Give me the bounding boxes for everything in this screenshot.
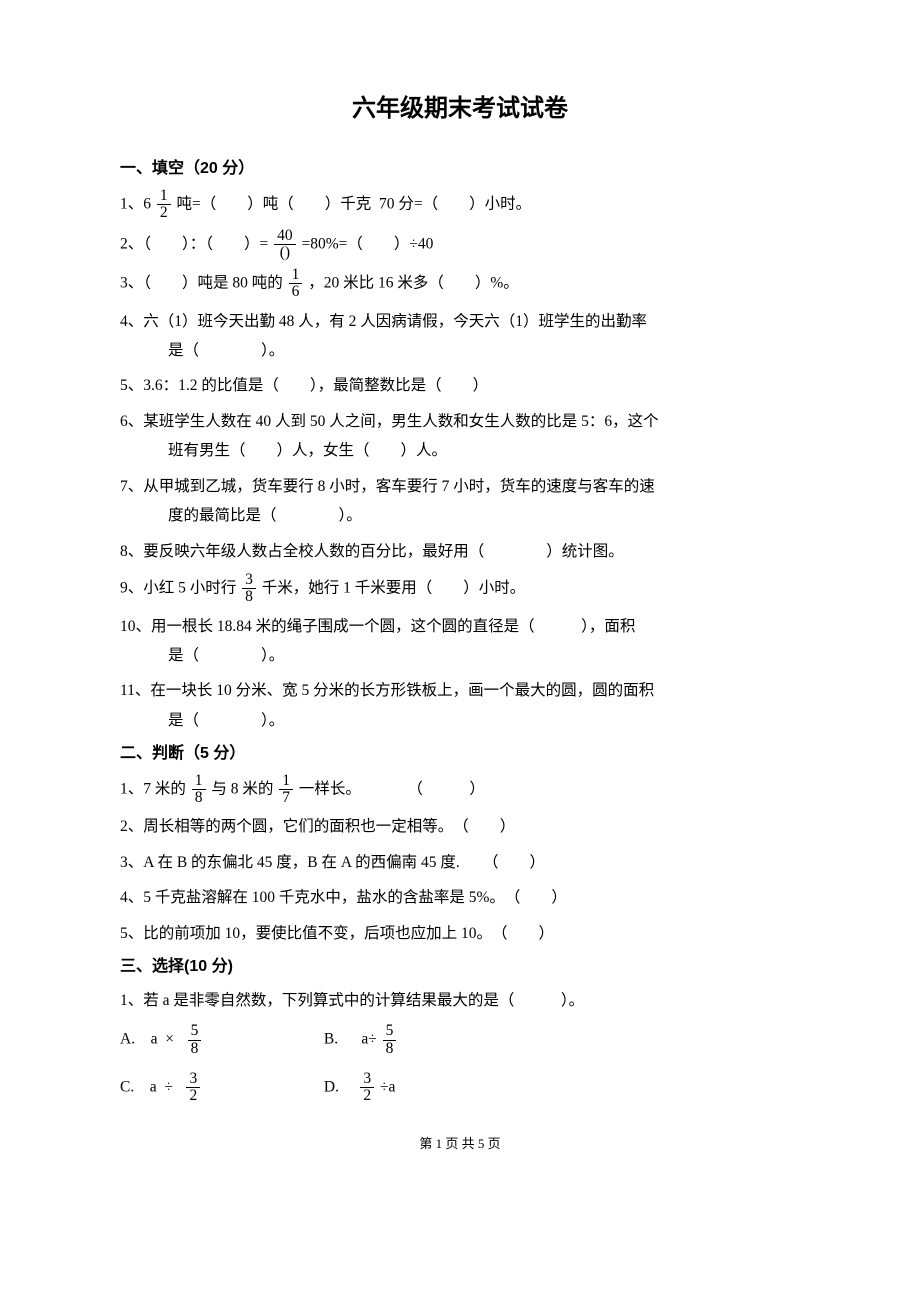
fraction-denominator: 2 (186, 1087, 200, 1104)
q-text: 一样长。 （ ） (299, 780, 485, 797)
fill-q5: 5、3.6：1.2 的比值是（ ），最简整数比是（ ） (120, 371, 800, 400)
q-text: 2、（ ）：（ ）= (120, 235, 268, 252)
footer-mid: 页 共 (442, 1136, 478, 1151)
fraction-denominator: 2 (157, 204, 171, 221)
fraction-numerator: 5 (188, 1023, 202, 1039)
fill-q6: 6、某班学生人数在 40 人到 50 人之间，男生人数和女生人数的比是 5：6，… (120, 407, 800, 466)
fraction: 3 8 (242, 572, 256, 606)
fraction-numerator: 3 (242, 572, 256, 588)
q-text-indent: 是（ ）。 (120, 336, 800, 365)
fraction: 5 8 (383, 1023, 397, 1057)
option-prefix: C. a ÷ (120, 1078, 181, 1095)
fraction: 5 8 (188, 1023, 202, 1057)
q-text: 9、小红 5 小时行 (120, 579, 236, 596)
page-title: 六年级期末考试试卷 (120, 90, 800, 128)
choice-options-row1: A. a × 5 8 B. a÷ 5 8 (120, 1023, 800, 1057)
choice-q1: 1、若 a 是非零自然数，下列算式中的计算结果最大的是（ ）。 (120, 986, 800, 1015)
fill-q1: 1、6 1 2 吨=（ ）吨（ ）千克 70 分=（ ）小时。 (120, 188, 800, 222)
option-prefix: A. a × (120, 1031, 182, 1048)
q-text: 千米，她行 1 千米要用（ ）小时。 (262, 579, 526, 596)
fraction: 1 7 (279, 773, 293, 807)
fraction-numerator: 3 (360, 1071, 374, 1087)
judge-q3: 3、A 在 B 的东偏北 45 度，B 在 A 的西偏南 45 度. （ ） (120, 848, 800, 877)
fraction: 40 () (274, 228, 296, 262)
fraction-numerator: 40 (274, 228, 296, 244)
fill-q8: 8、要反映六年级人数占全校人数的百分比，最好用（ ）统计图。 (120, 537, 800, 566)
fraction: 1 6 (289, 267, 303, 301)
judge-q5: 5、比的前项加 10，要使比值不变，后项也应加上 10。 （ ） (120, 919, 800, 948)
fill-q3: 3、（ ）吨是 80 吨的 1 6 ，20 米比 16 米多（ ）%。 (120, 267, 800, 301)
footer-prefix: 第 (419, 1136, 435, 1151)
fraction-numerator: 1 (289, 267, 303, 283)
option-suffix: ÷a (380, 1078, 395, 1095)
fill-q9: 9、小红 5 小时行 3 8 千米，她行 1 千米要用（ ）小时。 (120, 572, 800, 606)
q-text: 1、7 米的 (120, 780, 186, 797)
fill-q11: 11、在一块长 10 分米、宽 5 分米的长方形铁板上，画一个最大的圆，圆的面积… (120, 676, 800, 735)
q-text: 6、某班学生人数在 40 人到 50 人之间，男生人数和女生人数的比是 5：6，… (120, 413, 659, 430)
fraction: 1 8 (192, 773, 206, 807)
q-text-indent: 班有男生（ ）人，女生（ ）人。 (120, 436, 800, 465)
fill-q10: 10、用一根长 18.84 米的绳子围成一个圆，这个圆的直径是（ ），面积 是（… (120, 612, 800, 671)
judge-q2: 2、周长相等的两个圆，它们的面积也一定相等。 （ ） (120, 812, 800, 841)
judge-q1: 1、7 米的 1 8 与 8 米的 1 7 一样长。 （ ） (120, 773, 800, 807)
q-text-indent: 度的最简比是（ ）。 (120, 501, 800, 530)
page-footer: 第 1 页 共 5 页 (120, 1134, 800, 1155)
fraction-numerator: 1 (157, 188, 171, 204)
fraction-denominator: 8 (188, 1040, 202, 1057)
fraction-numerator: 1 (279, 773, 293, 789)
q-text: 吨=（ ）吨（ ）千克 70 分=（ ）小时。 (177, 195, 532, 212)
q-text: 3、（ ）吨是 80 吨的 (120, 274, 283, 291)
footer-suffix: 页 (484, 1136, 500, 1151)
fill-q7: 7、从甲城到乙城，货车要行 8 小时，客车要行 7 小时，货车的速度与客车的速 … (120, 472, 800, 531)
fraction-denominator: 8 (242, 588, 256, 605)
fraction-denominator: 8 (192, 789, 206, 806)
exam-page: 六年级期末考试试卷 一、填空（20 分） 1、6 1 2 吨=（ ）吨（ ）千克… (0, 0, 920, 1185)
q-text: 11、在一块长 10 分米、宽 5 分米的长方形铁板上，画一个最大的圆，圆的面积 (120, 682, 654, 699)
fraction-denominator: 7 (279, 789, 293, 806)
fraction-denominator: () (274, 244, 296, 261)
fraction-numerator: 3 (186, 1071, 200, 1087)
judge-q4: 4、5 千克盐溶解在 100 千克水中，盐水的含盐率是 5%。 （ ） (120, 883, 800, 912)
option-d: D. 3 2 ÷a (324, 1071, 464, 1105)
fill-q2: 2、（ ）：（ ）= 40 () =80%=（ ）÷40 (120, 228, 800, 262)
fraction: 1 2 (157, 188, 171, 222)
fraction-denominator: 6 (289, 283, 303, 300)
q-text-indent: 是（ ）。 (120, 706, 800, 735)
option-prefix: B. a÷ (324, 1031, 377, 1048)
q-text: 1、6 (120, 195, 151, 212)
q-text: ，20 米比 16 米多（ ）%。 (308, 274, 519, 291)
fraction-denominator: 2 (360, 1087, 374, 1104)
q-text: 10、用一根长 18.84 米的绳子围成一个圆，这个圆的直径是（ ），面积 (120, 618, 635, 635)
fraction-denominator: 8 (383, 1040, 397, 1057)
section-choice-head: 三、选择(10 分) (120, 954, 800, 980)
q-text: 4、六（1）班今天出勤 48 人，有 2 人因病请假，今天六（1）班学生的出勤率 (120, 313, 647, 330)
fill-q4: 4、六（1）班今天出勤 48 人，有 2 人因病请假，今天六（1）班学生的出勤率… (120, 307, 800, 366)
section-judge-head: 二、判断（5 分） (120, 741, 800, 767)
option-a: A. a × 5 8 (120, 1023, 260, 1057)
fraction: 3 2 (186, 1071, 200, 1105)
option-b: B. a÷ 5 8 (324, 1023, 464, 1057)
option-prefix: D. (324, 1078, 355, 1095)
q-text: 7、从甲城到乙城，货车要行 8 小时，客车要行 7 小时，货车的速度与客车的速 (120, 478, 655, 495)
fraction-numerator: 5 (383, 1023, 397, 1039)
option-c: C. a ÷ 3 2 (120, 1071, 260, 1105)
fraction-numerator: 1 (192, 773, 206, 789)
choice-options-row2: C. a ÷ 3 2 D. 3 2 ÷a (120, 1071, 800, 1105)
q-text: =80%=（ ）÷40 (302, 235, 434, 252)
fraction: 3 2 (360, 1071, 374, 1105)
section-fill-head: 一、填空（20 分） (120, 156, 800, 182)
q-text-indent: 是（ ）。 (120, 641, 800, 670)
q-text: 与 8 米的 (211, 780, 273, 797)
